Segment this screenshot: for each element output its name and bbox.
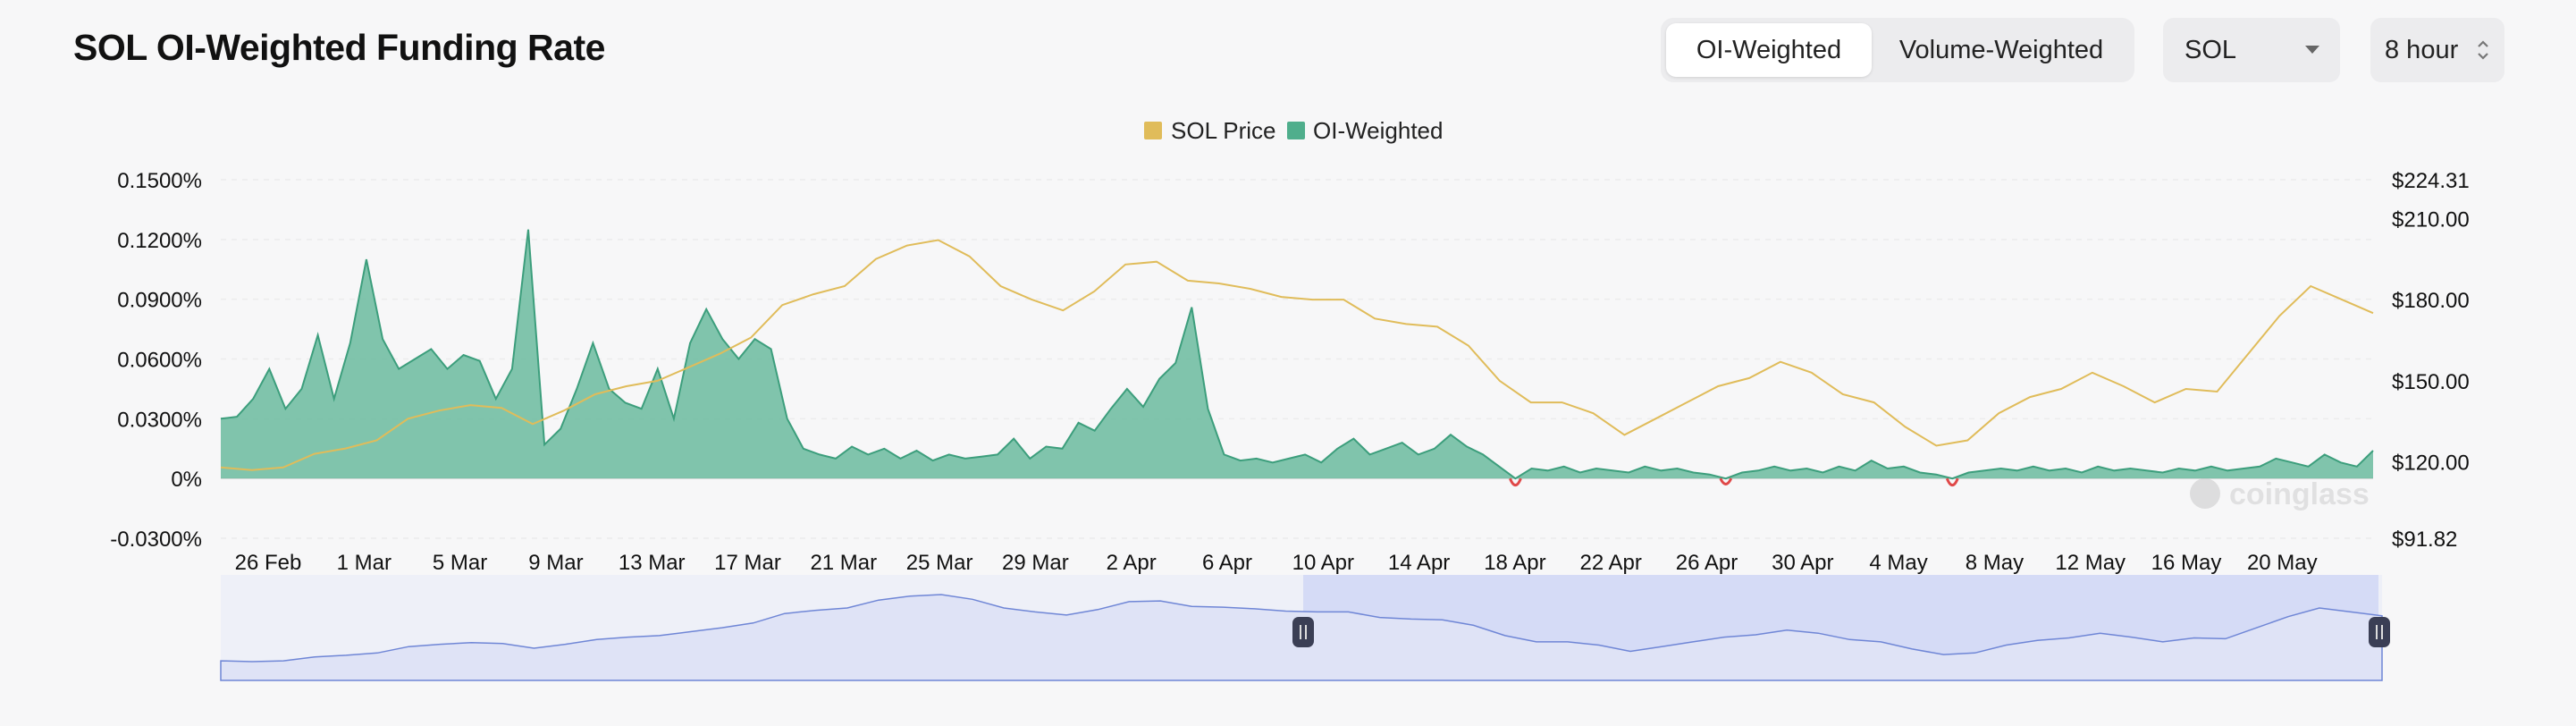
- brush-handle-left[interactable]: [1292, 617, 1314, 647]
- legend-label-oi: OI-Weighted: [1313, 117, 1443, 144]
- x-tick-label: 12 May: [2055, 551, 2126, 575]
- caret-down-icon: [2305, 46, 2319, 54]
- x-tick-label: 8 May: [1966, 551, 2024, 575]
- y-left-tick-label: 0.0900%: [117, 289, 202, 313]
- x-tick-label: 30 Apr: [1772, 551, 1833, 575]
- y-left-tick-label: 0.0300%: [117, 408, 202, 432]
- funding-area-series: [220, 229, 2374, 487]
- x-tick-label: 29 Mar: [1002, 551, 1069, 575]
- x-tick-label: 2 Apr: [1107, 551, 1157, 575]
- brush-handle-right[interactable]: [2369, 617, 2390, 647]
- price-line-series: [220, 239, 2374, 471]
- x-tick-label: 18 Apr: [1484, 551, 1545, 575]
- x-tick-label: 26 Apr: [1676, 551, 1738, 575]
- grid-lines: [221, 179, 2373, 539]
- funding-line: [220, 229, 2374, 480]
- funding-area-fill: [221, 229, 2373, 479]
- legend-item-price[interactable]: SOL Price: [1144, 117, 1276, 144]
- funding-negative-point: [1719, 477, 1733, 485]
- x-tick-label: 25 Mar: [906, 551, 973, 575]
- y-left-tick-label: 0%: [171, 468, 202, 492]
- y-right-tick-label: $224.31: [2392, 169, 2470, 193]
- y-left-tick-label: -0.0300%: [110, 528, 202, 552]
- watermark: coinglass: [2190, 477, 2370, 511]
- x-tick-label: 10 Apr: [1292, 551, 1354, 575]
- x-tick-label: 5 Mar: [433, 551, 487, 575]
- x-tick-label: 16 May: [2151, 551, 2222, 575]
- x-tick-label: 14 Apr: [1388, 551, 1450, 575]
- data-zoom-brush[interactable]: [220, 575, 2390, 681]
- y-left-tick-label: 0.1200%: [117, 229, 202, 253]
- x-axis: 26 Feb 1 Mar 5 Mar 9 Mar 13 Mar 17 Mar 21 Mar 2…: [235, 551, 2318, 575]
- x-tick-label: 6 Apr: [1202, 551, 1252, 575]
- y-right-tick-label: $91.82: [2392, 528, 2457, 552]
- updown-chevron-icon: [2478, 40, 2488, 60]
- watermark-logo-icon: [2190, 478, 2220, 509]
- legend-item-oi-weighted[interactable]: OI-Weighted: [1287, 117, 1443, 144]
- y-right-tick-label: $120.00: [2392, 452, 2470, 476]
- tab-oi-weighted[interactable]: OI-Weighted: [1666, 23, 1872, 77]
- y-axis-left: 0.1500% 0.1200% 0.0900% 0.0600% 0.0300% 0% -0.…: [110, 169, 202, 552]
- weighting-toggle: OI-Weighted Volume-Weighted: [1661, 18, 2134, 82]
- y-axis-right: $224.31 $210.00 $180.00 $150.00 $120.00 $91.8…: [2392, 169, 2470, 552]
- y-left-tick-label: 0.0600%: [117, 349, 202, 373]
- y-left-tick-label: 0.1500%: [117, 169, 202, 193]
- coin-select-value: SOL: [2185, 36, 2237, 64]
- y-right-tick-label: $150.00: [2392, 370, 2470, 394]
- legend-label-price: SOL Price: [1171, 117, 1276, 144]
- funding-negative-point: [1509, 477, 1522, 487]
- y-right-tick-label: $210.00: [2392, 207, 2470, 232]
- legend-swatch-price: [1144, 122, 1162, 139]
- x-tick-label: 4 May: [1869, 551, 1927, 575]
- tab-volume-weighted[interactable]: Volume-Weighted: [1873, 23, 2129, 77]
- x-tick-label: 20 May: [2247, 551, 2318, 575]
- x-tick-label: 26 Feb: [235, 551, 302, 575]
- x-tick-label: 17 Mar: [714, 551, 781, 575]
- x-tick-label: 22 Apr: [1580, 551, 1642, 575]
- x-tick-label: 13 Mar: [619, 551, 686, 575]
- price-line: [220, 239, 2374, 471]
- funding-negative-point: [1945, 477, 1959, 487]
- legend: SOL Price OI-Weighted: [1144, 117, 1443, 144]
- coin-select[interactable]: SOL: [2163, 18, 2340, 82]
- x-tick-label: 21 Mar: [810, 551, 877, 575]
- y-right-tick-label: $180.00: [2392, 289, 2470, 313]
- watermark-text: coinglass: [2229, 477, 2370, 511]
- x-tick-label: 1 Mar: [337, 551, 391, 575]
- interval-select-value: 8 hour: [2385, 36, 2459, 64]
- x-tick-label: 9 Mar: [528, 551, 583, 575]
- interval-select[interactable]: 8 hour: [2370, 18, 2504, 82]
- page-title: SOL OI-Weighted Funding Rate: [73, 27, 605, 68]
- legend-swatch-oi: [1287, 122, 1305, 139]
